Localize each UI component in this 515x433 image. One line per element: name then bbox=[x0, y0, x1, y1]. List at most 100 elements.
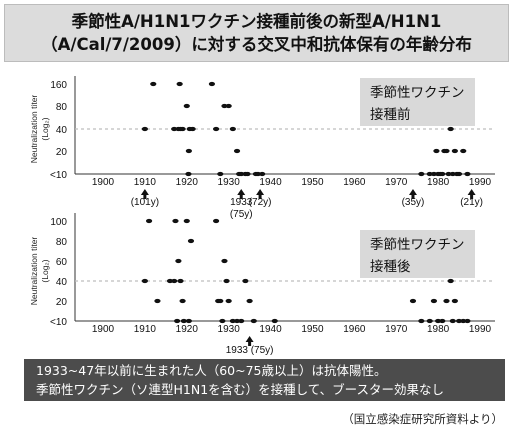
x-tick-label: 1930 bbox=[218, 177, 241, 188]
data-point bbox=[443, 298, 450, 304]
arrow-label: (21y) bbox=[460, 197, 483, 208]
data-point bbox=[443, 148, 450, 154]
data-point bbox=[185, 148, 192, 154]
y-axis-label: Neutralization titer bbox=[29, 237, 39, 306]
data-point bbox=[219, 318, 226, 324]
panel-label-box bbox=[360, 230, 475, 278]
data-point bbox=[418, 318, 425, 324]
data-point bbox=[145, 218, 153, 224]
data-point bbox=[180, 318, 187, 324]
y-axis-label: Neutralization titer bbox=[29, 95, 39, 164]
data-point bbox=[426, 318, 433, 324]
x-tick-label: 1970 bbox=[385, 324, 408, 335]
y-tick-label: 160 bbox=[50, 80, 67, 91]
x-tick-label: 1960 bbox=[343, 177, 366, 188]
y-tick-label: 60 bbox=[56, 257, 68, 268]
panel-label: 接種前 bbox=[370, 106, 411, 123]
data-point bbox=[225, 103, 232, 109]
data-point bbox=[246, 298, 253, 304]
data-point bbox=[233, 148, 241, 154]
data-point bbox=[217, 298, 224, 304]
arrow-label: (72y) bbox=[249, 197, 272, 208]
y-tick-label: <10 bbox=[50, 317, 67, 328]
data-point bbox=[177, 278, 184, 284]
data-point bbox=[183, 103, 190, 109]
arrow-label: 1933 bbox=[230, 197, 253, 208]
data-point bbox=[171, 278, 178, 284]
arrow-marker bbox=[408, 189, 417, 199]
note-line2: 季節性ワクチン（ソ連型H1N1を含む）を接種して、ブースター効果なし bbox=[36, 382, 445, 397]
data-point bbox=[250, 318, 257, 324]
data-point bbox=[176, 81, 183, 87]
data-point bbox=[223, 278, 230, 284]
x-tick-label: 1940 bbox=[259, 177, 282, 188]
y-axis-label-sub: (Log₂) bbox=[40, 117, 50, 140]
panel-label: 接種後 bbox=[370, 258, 411, 275]
y-tick-label: <10 bbox=[50, 170, 67, 181]
chart-title-line1: 季節性A/H1N1ワクチン接種前後の新型A/H1N1 bbox=[71, 12, 442, 31]
x-tick-label: 1970 bbox=[385, 177, 408, 188]
data-point bbox=[238, 318, 245, 324]
y-tick-label: 20 bbox=[56, 297, 68, 308]
arrow-marker bbox=[237, 189, 246, 199]
chart-title-line2: （A/Cal/7/2009）に対する交叉中和抗体保有の年齢分布 bbox=[41, 35, 472, 54]
data-point bbox=[447, 126, 454, 132]
data-point bbox=[460, 148, 467, 154]
data-point bbox=[430, 298, 438, 304]
data-point bbox=[409, 298, 417, 304]
data-point bbox=[271, 318, 278, 324]
x-tick-label: 1950 bbox=[301, 324, 324, 335]
x-tick-label: 1920 bbox=[176, 177, 199, 188]
arrow-label: (101y) bbox=[131, 197, 159, 208]
x-tick-label: 1930 bbox=[218, 324, 241, 335]
data-point bbox=[433, 148, 440, 154]
source-note: （国立感染症研究所資料より） bbox=[342, 412, 503, 426]
data-point bbox=[174, 318, 181, 324]
arrow-label: (35y) bbox=[402, 197, 425, 208]
x-tick-label: 1980 bbox=[427, 177, 450, 188]
x-tick-label: 1950 bbox=[301, 177, 324, 188]
y-tick-label: 80 bbox=[56, 237, 68, 248]
data-point bbox=[464, 171, 471, 177]
data-point bbox=[439, 318, 446, 324]
data-point bbox=[185, 318, 192, 324]
data-point bbox=[213, 218, 220, 224]
data-point bbox=[154, 298, 161, 304]
arrow-marker bbox=[245, 336, 254, 346]
x-tick-label: 1910 bbox=[134, 177, 157, 188]
data-point bbox=[447, 278, 454, 284]
chart-title: 季節性A/H1N1ワクチン接種前後の新型A/H1N1 （A/Cal/7/2009… bbox=[4, 4, 509, 62]
y-tick-label: 80 bbox=[56, 102, 68, 113]
data-point bbox=[185, 171, 192, 177]
panel-label: 季節性ワクチン bbox=[370, 237, 465, 253]
data-point bbox=[213, 126, 220, 132]
x-tick-label: 1920 bbox=[176, 324, 199, 335]
data-point bbox=[225, 298, 232, 304]
note-box: 1933~47年以前に生まれた人（60~75歳以上）は抗体陽性。 季節性ワクチン… bbox=[24, 359, 505, 401]
note-line1: 1933~47年以前に生まれた人（60~75歳以上）は抗体陽性。 bbox=[36, 363, 387, 378]
x-tick-label: 1980 bbox=[427, 324, 450, 335]
arrow-marker bbox=[467, 189, 476, 199]
data-point bbox=[229, 126, 236, 132]
data-point bbox=[451, 148, 458, 154]
data-point bbox=[189, 126, 196, 132]
x-tick-label: 1990 bbox=[469, 324, 492, 335]
data-point bbox=[464, 318, 471, 324]
data-point bbox=[172, 218, 179, 224]
data-point bbox=[175, 258, 182, 264]
data-point bbox=[150, 81, 157, 87]
data-point bbox=[141, 278, 148, 284]
data-point bbox=[244, 171, 251, 177]
y-tick-label: 100 bbox=[50, 217, 67, 228]
data-point bbox=[439, 171, 446, 177]
arrow-marker bbox=[140, 189, 149, 199]
arrow-marker bbox=[256, 189, 265, 199]
data-point bbox=[455, 171, 463, 177]
y-axis-label-sub: (Log₂) bbox=[40, 259, 50, 282]
x-tick-label: 1900 bbox=[92, 177, 115, 188]
data-point bbox=[208, 81, 216, 87]
data-point bbox=[418, 171, 425, 177]
x-tick-label: 1940 bbox=[259, 324, 282, 335]
x-tick-label: 1960 bbox=[343, 324, 366, 335]
